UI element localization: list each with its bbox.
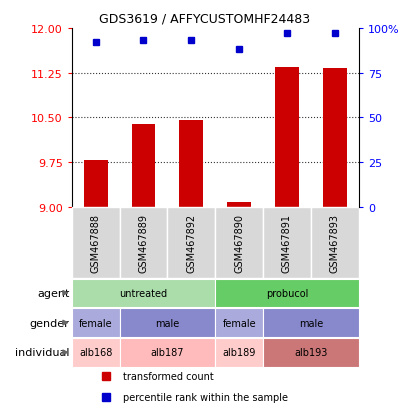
Text: gender: gender <box>29 318 69 328</box>
Text: male: male <box>155 318 179 328</box>
Text: GSM467893: GSM467893 <box>329 213 339 272</box>
FancyBboxPatch shape <box>215 338 263 367</box>
Bar <box>83 161 107 207</box>
Text: GSM467889: GSM467889 <box>138 213 148 272</box>
Text: alb193: alb193 <box>294 347 327 358</box>
FancyBboxPatch shape <box>119 309 215 337</box>
Bar <box>274 67 298 207</box>
FancyBboxPatch shape <box>119 207 167 278</box>
Text: agent: agent <box>37 288 69 298</box>
FancyBboxPatch shape <box>72 338 119 367</box>
Text: female: female <box>222 318 255 328</box>
FancyBboxPatch shape <box>215 207 263 278</box>
Text: untreated: untreated <box>119 288 167 298</box>
Text: GSM467890: GSM467890 <box>234 213 244 272</box>
Text: probucol: probucol <box>265 288 308 298</box>
Text: male: male <box>298 318 322 328</box>
Text: alb168: alb168 <box>79 347 112 358</box>
Text: GSM467892: GSM467892 <box>186 213 196 272</box>
Text: alb189: alb189 <box>222 347 255 358</box>
Text: percentile rank within the sample: percentile rank within the sample <box>123 392 288 402</box>
Text: female: female <box>79 318 112 328</box>
FancyBboxPatch shape <box>215 309 263 337</box>
Bar <box>227 202 250 207</box>
Text: individual: individual <box>15 347 69 358</box>
FancyBboxPatch shape <box>263 207 310 278</box>
Text: transformed count: transformed count <box>123 371 213 382</box>
FancyBboxPatch shape <box>72 309 119 337</box>
FancyBboxPatch shape <box>119 338 215 367</box>
FancyBboxPatch shape <box>167 207 215 278</box>
Text: GSM467888: GSM467888 <box>90 213 101 272</box>
Text: GDS3619 / AFFYCUSTOMHF24483: GDS3619 / AFFYCUSTOMHF24483 <box>99 12 310 25</box>
FancyBboxPatch shape <box>72 279 215 307</box>
Text: alb187: alb187 <box>150 347 184 358</box>
Bar <box>322 69 346 207</box>
FancyBboxPatch shape <box>263 338 358 367</box>
Bar <box>179 121 203 207</box>
Bar <box>131 125 155 207</box>
FancyBboxPatch shape <box>215 279 358 307</box>
FancyBboxPatch shape <box>310 207 358 278</box>
Text: GSM467891: GSM467891 <box>281 213 291 272</box>
FancyBboxPatch shape <box>72 207 119 278</box>
FancyBboxPatch shape <box>263 309 358 337</box>
